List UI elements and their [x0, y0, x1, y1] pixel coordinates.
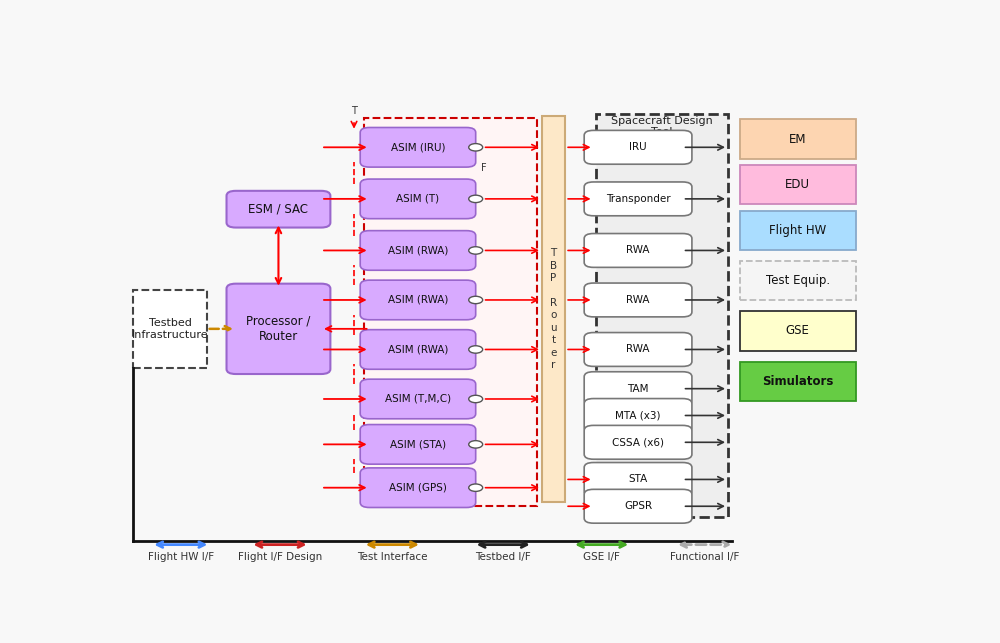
Text: ASIM (GPS): ASIM (GPS): [389, 483, 447, 493]
FancyBboxPatch shape: [360, 280, 476, 320]
Circle shape: [469, 440, 483, 448]
Text: ASIM (RWA): ASIM (RWA): [388, 345, 448, 354]
FancyBboxPatch shape: [227, 284, 330, 374]
FancyBboxPatch shape: [360, 330, 476, 369]
FancyBboxPatch shape: [584, 372, 692, 406]
Text: RWA: RWA: [626, 295, 650, 305]
Text: RWA: RWA: [626, 345, 650, 354]
FancyBboxPatch shape: [360, 179, 476, 219]
Text: ASIM (T,M,C): ASIM (T,M,C): [385, 394, 451, 404]
FancyBboxPatch shape: [584, 233, 692, 267]
Bar: [596, 114, 728, 516]
Text: TAM: TAM: [627, 384, 649, 394]
Text: Functional I/F: Functional I/F: [670, 552, 739, 561]
Text: Simulators: Simulators: [762, 375, 833, 388]
Text: ASIM (STA): ASIM (STA): [390, 439, 446, 449]
Text: Transponder: Transponder: [606, 194, 670, 204]
Text: Flight I/F Design: Flight I/F Design: [238, 552, 322, 561]
Text: STA: STA: [628, 475, 648, 484]
Text: ASIM (RWA): ASIM (RWA): [388, 295, 448, 305]
FancyBboxPatch shape: [740, 211, 856, 250]
FancyBboxPatch shape: [584, 283, 692, 317]
FancyBboxPatch shape: [584, 462, 692, 496]
Text: RWA: RWA: [626, 246, 650, 255]
Text: ESM / SAC: ESM / SAC: [248, 203, 308, 215]
Text: T: T: [351, 106, 357, 116]
FancyBboxPatch shape: [740, 120, 856, 159]
FancyBboxPatch shape: [584, 489, 692, 523]
Text: EDU: EDU: [785, 178, 810, 191]
Text: Processor /
Router: Processor / Router: [246, 315, 311, 343]
Circle shape: [469, 346, 483, 353]
Circle shape: [469, 195, 483, 203]
FancyBboxPatch shape: [227, 191, 330, 228]
Text: MTA (x3): MTA (x3): [615, 410, 661, 421]
Text: GSE I/F: GSE I/F: [583, 552, 620, 561]
Text: ASIM (RWA): ASIM (RWA): [388, 246, 448, 255]
Circle shape: [469, 296, 483, 303]
FancyBboxPatch shape: [740, 311, 856, 350]
Circle shape: [469, 143, 483, 151]
Bar: [133, 289, 207, 368]
FancyBboxPatch shape: [584, 182, 692, 216]
Text: F: F: [481, 163, 486, 174]
FancyBboxPatch shape: [584, 399, 692, 432]
FancyBboxPatch shape: [360, 379, 476, 419]
Text: ASIM (IRU): ASIM (IRU): [391, 142, 445, 152]
Circle shape: [469, 484, 483, 491]
FancyBboxPatch shape: [360, 231, 476, 270]
Text: Testbed I/F: Testbed I/F: [475, 552, 531, 561]
Text: Flight HW: Flight HW: [769, 224, 826, 237]
Text: ASIM (T): ASIM (T): [396, 194, 440, 204]
FancyBboxPatch shape: [360, 468, 476, 507]
FancyBboxPatch shape: [584, 332, 692, 367]
Text: IRU: IRU: [629, 142, 647, 152]
Bar: [542, 116, 565, 502]
Text: GSE: GSE: [786, 325, 810, 338]
Text: Flight HW I/F: Flight HW I/F: [148, 552, 214, 561]
Bar: [364, 118, 537, 506]
Text: Test Equip.: Test Equip.: [766, 274, 830, 287]
Text: T
B
P

R
o
u
t
e
r: T B P R o u t e r: [550, 248, 557, 370]
Text: Testbed
Infrastructure: Testbed Infrastructure: [132, 318, 208, 340]
FancyBboxPatch shape: [740, 260, 856, 300]
FancyBboxPatch shape: [740, 165, 856, 204]
FancyBboxPatch shape: [360, 127, 476, 167]
Text: Spacecraft Design
Tool: Spacecraft Design Tool: [611, 116, 713, 138]
FancyBboxPatch shape: [740, 362, 856, 401]
Circle shape: [469, 247, 483, 254]
FancyBboxPatch shape: [584, 426, 692, 459]
Text: CSSA (x6): CSSA (x6): [612, 437, 664, 448]
FancyBboxPatch shape: [360, 424, 476, 464]
Text: EM: EM: [789, 132, 806, 145]
Text: Test Interface: Test Interface: [357, 552, 428, 561]
Circle shape: [469, 395, 483, 403]
Text: GPSR: GPSR: [624, 502, 652, 511]
FancyBboxPatch shape: [584, 131, 692, 164]
